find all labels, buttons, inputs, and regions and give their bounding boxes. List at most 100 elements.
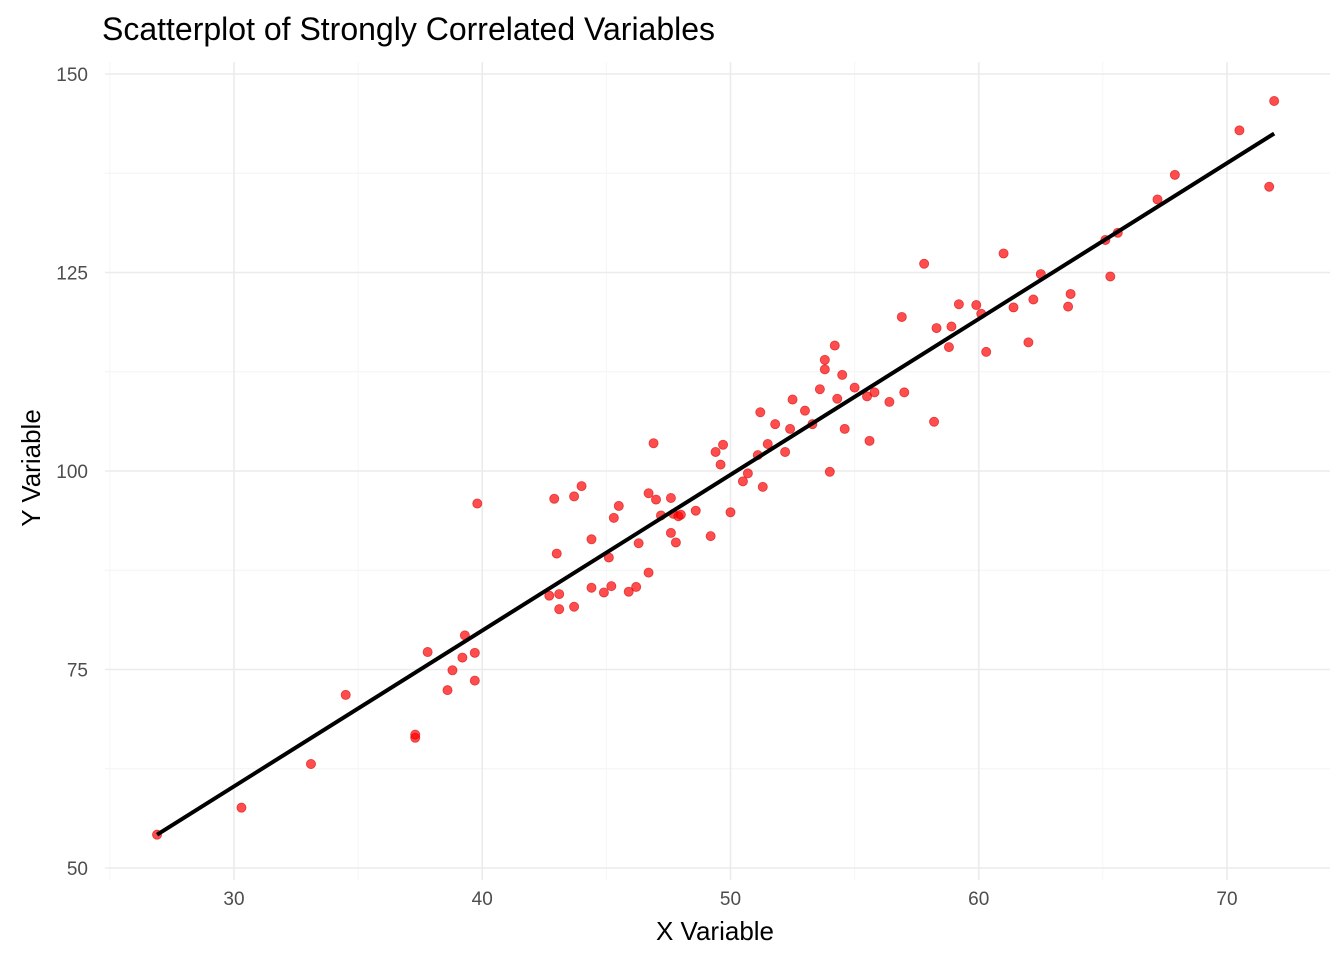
data-point [651,494,662,505]
x-tick-label: 30 [223,889,244,910]
data-point [742,468,753,479]
x-tick-label: 40 [472,889,493,910]
y-axis-ticks: 50 75 100 125 150 [56,65,88,880]
data-point [598,587,609,598]
data-point [1008,302,1019,313]
data-point [780,446,791,457]
data-point [665,492,676,503]
y-tick-label: 100 [56,462,88,483]
data-point [849,382,860,393]
data-point [569,491,580,502]
data-point [648,438,659,449]
data-point [442,685,453,696]
data-point [340,689,351,700]
data-point [1169,169,1180,180]
data-point [785,423,796,434]
data-point [819,354,830,365]
data-point [469,647,480,658]
data-point [718,439,729,450]
data-point [623,586,634,597]
data-point [554,604,565,615]
data-point [1023,337,1034,348]
data-point [829,340,840,351]
data-point [929,416,940,427]
data-point [447,665,458,676]
data-point [725,507,736,518]
data-point [551,548,562,559]
gridlines [105,62,1330,880]
data-point [633,538,644,549]
data-point [710,446,721,457]
data-point [884,396,895,407]
data-point [814,384,825,395]
data-point [770,419,781,430]
data-point [705,531,716,542]
data-point [613,500,624,511]
data-point [737,476,748,487]
data-point [643,488,654,499]
data-point [472,498,483,509]
data-point [931,323,942,334]
data-point [762,439,773,450]
data-point [1065,288,1076,299]
data-point [670,537,681,548]
trend-line [155,131,1276,837]
data-point [569,601,580,612]
data-point [1152,194,1163,205]
x-axis-ticks: 30 40 50 60 70 [223,889,1237,910]
data-point [631,581,642,592]
data-point [998,248,1009,259]
x-tick-label: 50 [720,889,741,910]
data-point [839,423,850,434]
data-point [544,590,555,601]
data-point [554,589,565,600]
x-tick-label: 60 [968,889,989,910]
data-point [1234,125,1245,136]
data-point [896,311,907,322]
data-point [1269,95,1280,106]
chart-title: Scatterplot of Strongly Correlated Varia… [102,11,715,47]
data-point [919,258,930,269]
data-point [824,466,835,477]
data-point [971,300,982,311]
data-point [608,512,619,523]
data-point [864,435,875,446]
data-point [236,802,247,813]
data-point [869,387,880,398]
data-point [943,342,954,353]
data-point [675,509,686,520]
data-point [643,567,654,578]
data-point [457,652,468,663]
data-point [837,369,848,380]
y-tick-label: 125 [56,264,88,285]
data-point [899,387,910,398]
data-point [953,299,964,310]
data-point [305,758,316,769]
data-point [981,346,992,357]
data-point [410,729,421,740]
data-point [690,505,701,516]
data-point [422,647,433,658]
data-point [1105,271,1116,282]
x-tick-label: 70 [1216,889,1237,910]
data-point [576,481,587,492]
data-point [757,481,768,492]
data-point [586,534,597,545]
plot-area [105,62,1330,880]
x-axis-title: X Variable [656,916,774,946]
data-point [606,581,617,592]
data-point [946,321,957,332]
data-point [1264,181,1275,192]
data-point [832,393,843,404]
y-axis-title: Y Variable [16,409,46,527]
data-points [152,95,1280,840]
data-point [787,394,798,405]
data-point [665,527,676,538]
data-point [819,364,830,375]
y-tick-label: 50 [67,859,88,880]
y-tick-label: 150 [56,65,88,86]
data-point [755,407,766,418]
data-point [799,405,810,416]
data-point [586,582,597,593]
